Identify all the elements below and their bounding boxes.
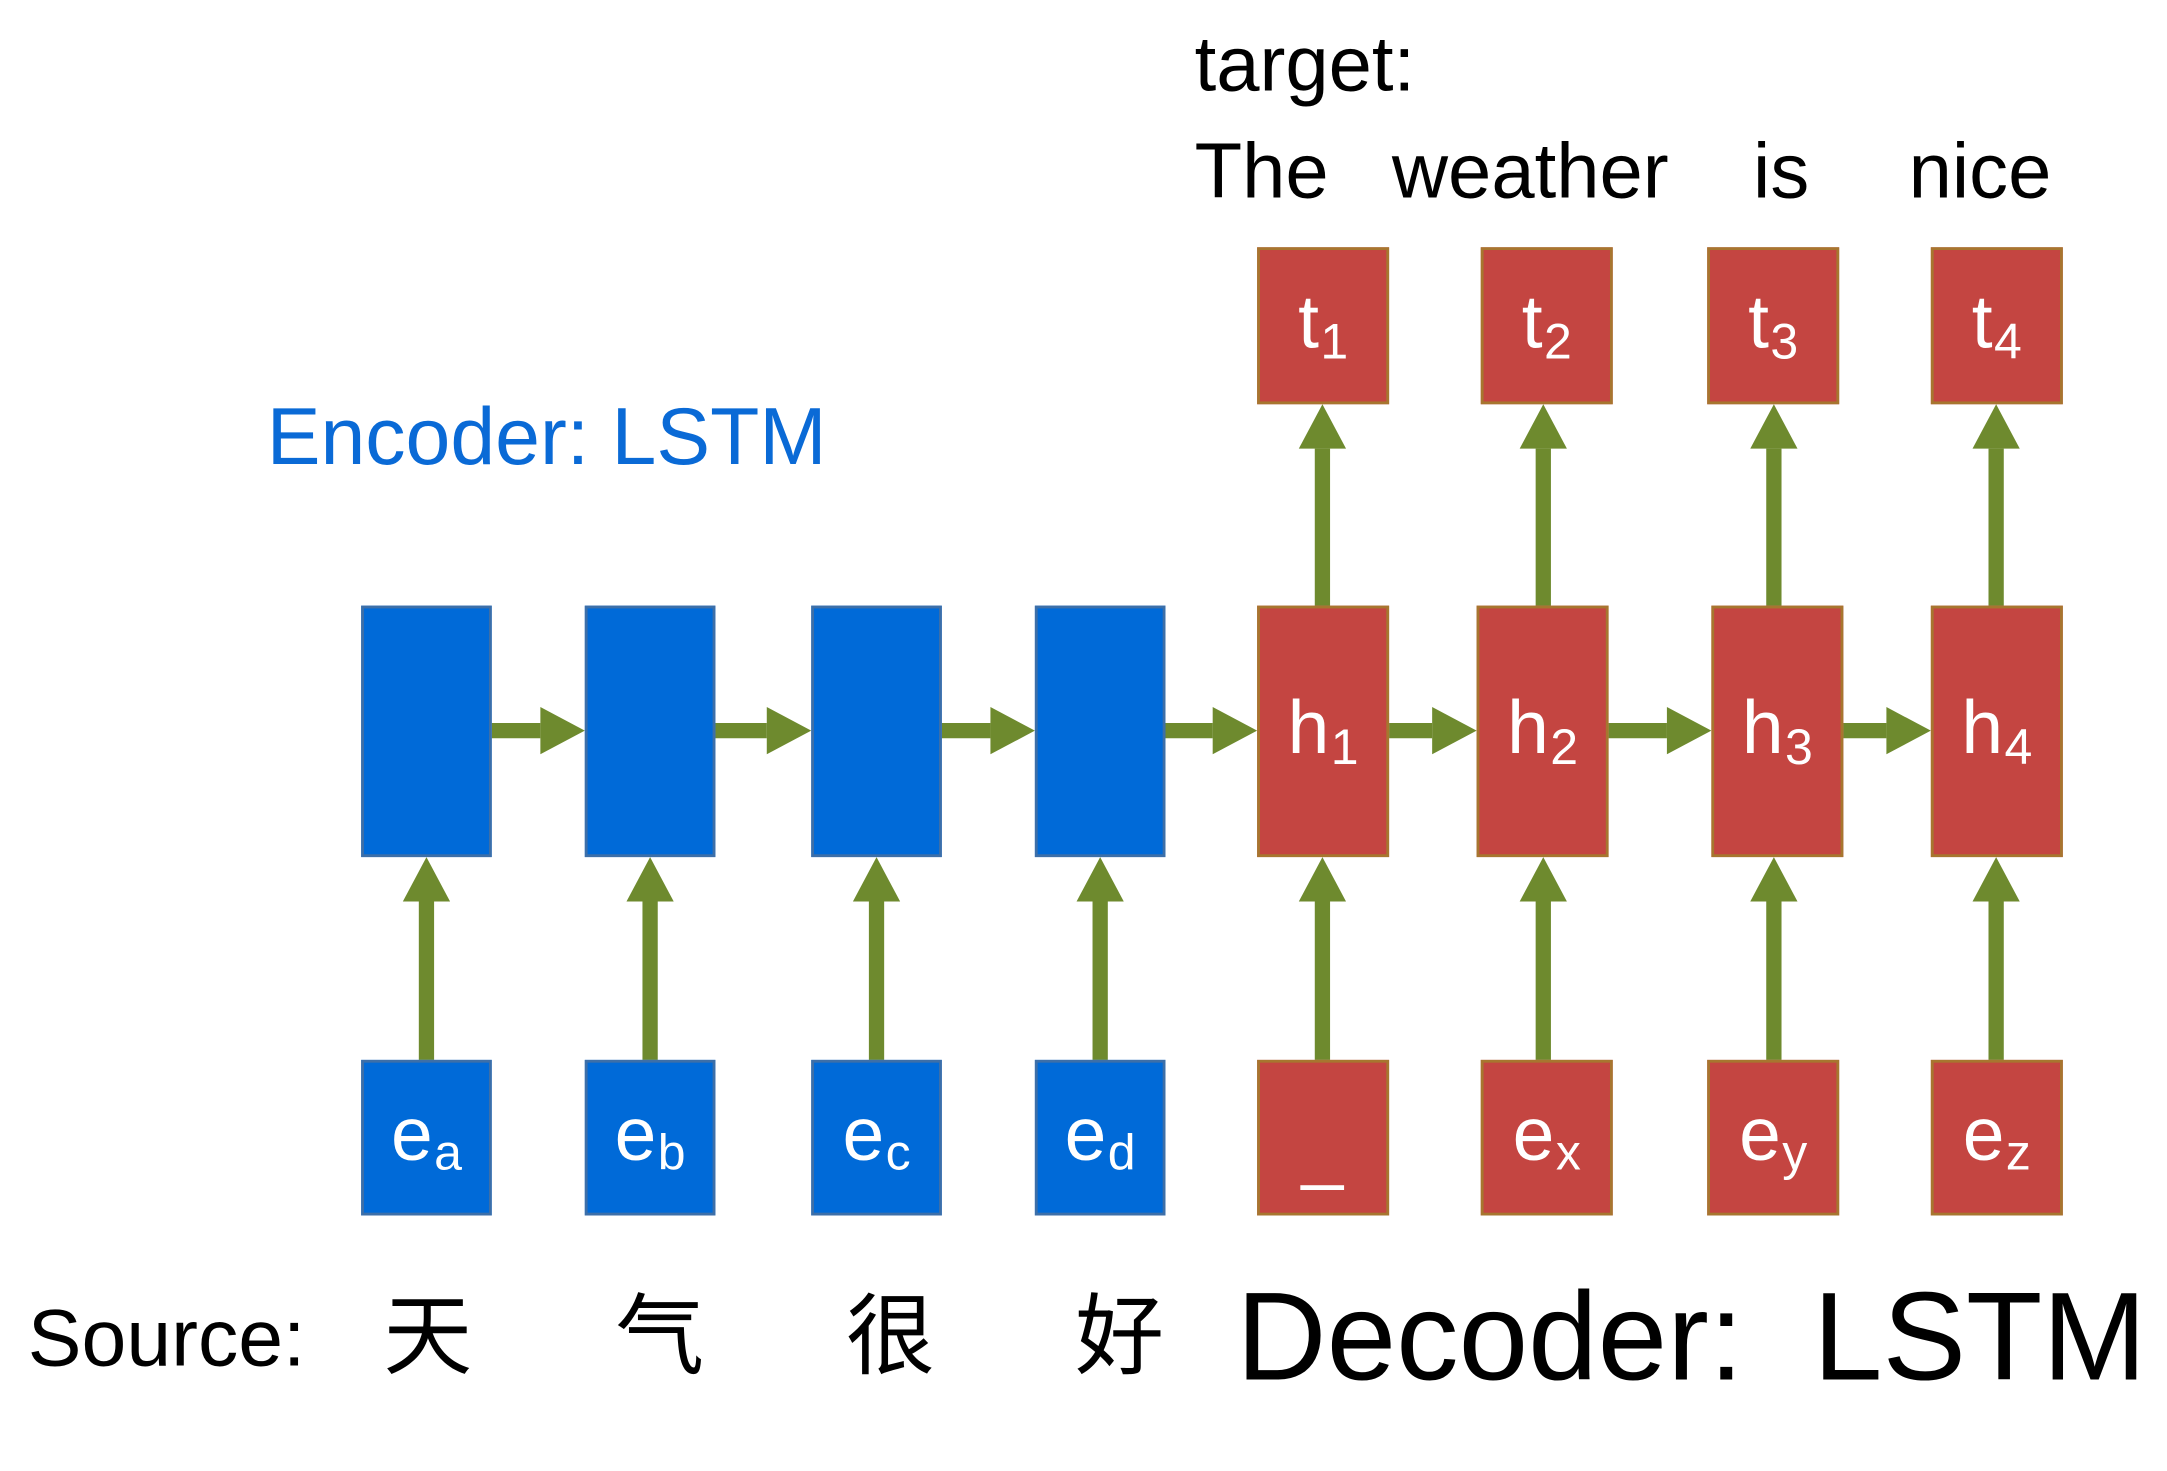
source-token-3: 很 [845, 1286, 935, 1387]
input-arrow-5 [1298, 857, 1347, 1060]
source-caption: Source: [27, 1293, 306, 1384]
recurrent-arrow-7 [1843, 707, 1931, 755]
target-word-4: nice [1908, 126, 2052, 214]
recurrent-arrow-5 [1389, 707, 1477, 755]
decoder-cell-1: h1 [1257, 605, 1390, 858]
target-word-3: is [1753, 126, 1810, 214]
input-arrow-8 [1972, 857, 2020, 1060]
encoder-input-1: ea [361, 1059, 492, 1216]
decoder-input-2: ex [1480, 1059, 1613, 1216]
encoder-cell-2 [584, 605, 716, 858]
encoder-cell-3 [811, 605, 942, 858]
input-arrow-1 [402, 857, 451, 1060]
encoder-cell-1 [361, 605, 492, 858]
input-arrow-6 [1519, 857, 1567, 1060]
decoder-input-1: _ [1257, 1059, 1390, 1216]
encoder-input-3: ec [811, 1059, 942, 1216]
decoder-title: Decoder: LSTM [1236, 1268, 2147, 1408]
recurrent-arrow-2 [715, 707, 812, 755]
encoder-input-2: eb [584, 1059, 716, 1216]
decoder-output-4: t4 [1930, 247, 2063, 405]
decoder-output-3: t3 [1707, 247, 1840, 405]
output-arrow-3 [1750, 404, 1798, 606]
decoder-output-1: t1 [1257, 247, 1390, 405]
decoder-cell-3: h3 [1711, 605, 1844, 858]
recurrent-arrow-6 [1608, 707, 1712, 755]
source-token-4: 好 [1075, 1286, 1165, 1387]
encoder-input-4: ed [1034, 1059, 1166, 1216]
output-arrow-4 [1972, 404, 2020, 606]
target-word-1: The [1194, 126, 1329, 214]
decoder-cell-2: h2 [1476, 605, 1609, 858]
recurrent-arrow-4 [1165, 707, 1258, 755]
target-word-2: weather [1391, 126, 1669, 214]
input-arrow-7 [1750, 857, 1798, 1060]
decoder-output-2: t2 [1480, 247, 1613, 405]
decoder-input-4: ez [1930, 1059, 2063, 1216]
recurrent-arrow-3 [941, 707, 1035, 755]
input-arrow-4 [1076, 857, 1124, 1060]
input-arrow-2 [626, 857, 674, 1060]
input-arrow-3 [852, 857, 901, 1060]
output-arrow-2 [1519, 404, 1567, 606]
encoder-cell-4 [1034, 605, 1166, 858]
decoder-input-3: ey [1707, 1059, 1840, 1216]
source-token-1: 天 [383, 1286, 473, 1387]
output-arrow-1 [1298, 404, 1347, 606]
decoder-cell-4: h4 [1930, 605, 2063, 858]
source-token-2: 气 [615, 1286, 705, 1387]
target-caption: target: [1194, 19, 1416, 107]
recurrent-arrow-1 [491, 707, 585, 755]
target-sentence: The weather is nice [1194, 126, 2084, 215]
encoder-title: Encoder: LSTM [266, 391, 827, 483]
